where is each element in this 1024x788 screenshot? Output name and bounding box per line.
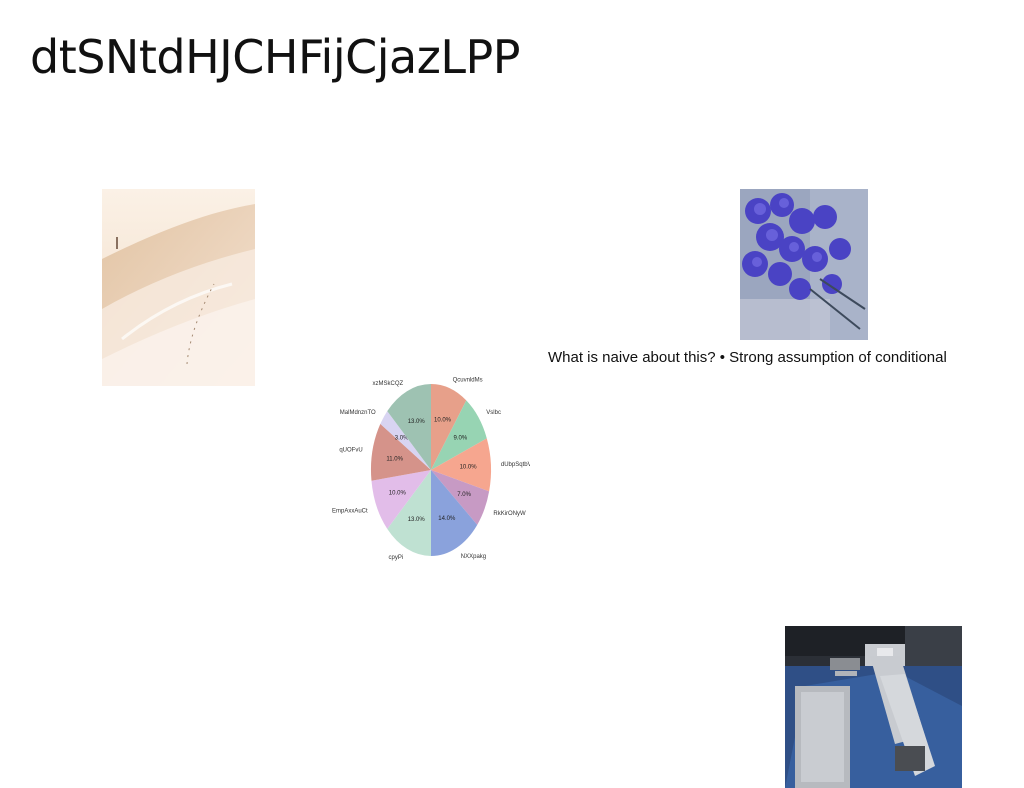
pie-category-label: NXXpakg — [461, 554, 486, 560]
slide-title: dtSNtdHJCHFijCjazLPP — [30, 30, 520, 84]
pie-slice-NXXpakg — [431, 470, 478, 556]
pie-category-label: EmpAxxAuCt — [332, 508, 368, 514]
pie-pct-label: 9.0% — [454, 435, 468, 441]
pie-category-label: MalMdnznTO — [340, 410, 376, 416]
pie-slice-QcuvnldMs — [431, 384, 467, 470]
pie-category-label: Vslbc — [486, 410, 501, 416]
pie-category-label: dUbpSqtbV — [501, 462, 530, 468]
caption-text: What is naive about this? • Strong assum… — [548, 349, 947, 366]
pie-chart: 10.0% QcuvnldMs 9.0% Vslbc 10.0% dUbpSqtbV 7.0… — [330, 372, 530, 564]
pie-slice-RkKirONyW — [431, 470, 490, 525]
pie-category-label: qUOFvU — [339, 447, 362, 453]
pie-slice-Vslbc — [431, 400, 487, 470]
pie-category-label: RkKirONyW — [493, 511, 526, 517]
pie-pct-label: 10.0% — [460, 465, 478, 471]
pie-pct-label: 10.0% — [389, 491, 407, 497]
pie-pct-label: 11.0% — [386, 456, 403, 462]
pie-pct-label: 10.0% — [434, 417, 452, 423]
pie-slice-qUOFvU — [370, 423, 431, 481]
pie-slice-cpyPi — [387, 470, 431, 556]
pie-category-label: cpyPi — [389, 555, 404, 561]
pie-pct-label: 7.0% — [457, 492, 471, 498]
roses-photo — [740, 189, 868, 340]
pie-slice-MalMdnznTO — [380, 411, 431, 470]
pie-category-label: QcuvnldMs — [453, 378, 483, 384]
pie-slice-dUbpSqtbV — [431, 438, 491, 492]
pie-slice-EmpAxxAuCt — [371, 470, 431, 529]
pie-pct-label: 3.0% — [395, 435, 409, 441]
pie-category-label: xzMSkCQZ — [373, 381, 404, 387]
pie-pct-label: 14.0% — [438, 516, 456, 522]
living-room-photo — [785, 626, 962, 788]
pie-pct-label: 13.0% — [408, 419, 426, 425]
pie-slice-xzMSkCQZ — [387, 384, 431, 470]
dunes-photo — [102, 189, 255, 386]
pie-pct-label: 13.0% — [408, 517, 426, 523]
